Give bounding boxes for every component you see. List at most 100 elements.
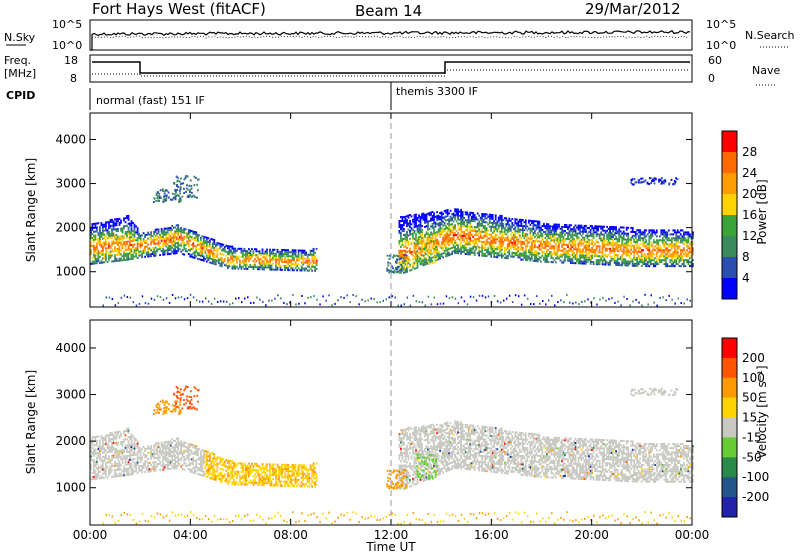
power-cell xyxy=(243,247,246,250)
power-cell xyxy=(150,253,152,256)
power-cell xyxy=(102,237,104,240)
power-cell xyxy=(553,235,556,238)
power-cell xyxy=(382,299,384,302)
power-cell xyxy=(649,233,652,236)
power-cell xyxy=(311,265,313,268)
power-cell xyxy=(469,243,472,246)
power-cell xyxy=(202,257,205,260)
velocity-cell xyxy=(99,450,101,452)
power-cell xyxy=(287,269,289,272)
power-cell xyxy=(571,242,574,245)
power-cell xyxy=(579,250,581,253)
power-cell xyxy=(281,255,283,257)
power-cell xyxy=(655,231,658,234)
power-cell xyxy=(257,256,259,259)
power-cell xyxy=(546,251,548,253)
power-cell xyxy=(258,268,261,271)
velocity-cell xyxy=(120,455,122,458)
power-cell xyxy=(94,254,97,257)
power-cell xyxy=(481,246,484,249)
power-cell xyxy=(475,246,478,249)
power-cell xyxy=(589,260,592,263)
power-cell xyxy=(437,224,440,227)
power-cell xyxy=(570,248,572,251)
power-cell xyxy=(127,236,130,239)
power-cell xyxy=(303,253,306,256)
power-cell xyxy=(139,238,142,241)
velocity-cell xyxy=(126,438,128,441)
power-cell xyxy=(132,233,134,236)
power-cell xyxy=(598,251,601,254)
power-cell xyxy=(634,248,637,251)
power-cell xyxy=(175,246,178,249)
power-cell xyxy=(517,246,520,249)
power-cell xyxy=(154,246,157,249)
power-cell xyxy=(464,247,467,249)
colorbar-tick-label: 20 xyxy=(742,187,757,201)
power-cell xyxy=(195,239,198,242)
power-cell xyxy=(538,256,541,259)
power-cell xyxy=(689,247,691,250)
power-cell xyxy=(156,295,159,298)
power-cell xyxy=(108,252,110,255)
power-cell xyxy=(541,232,544,235)
power-cell xyxy=(446,246,449,249)
power-cell xyxy=(185,187,188,190)
power-cell xyxy=(467,233,470,236)
power-cell xyxy=(117,247,119,250)
power-cell xyxy=(123,255,125,258)
power-cell xyxy=(117,302,120,305)
power-cell xyxy=(692,251,694,254)
power-cell xyxy=(637,237,640,240)
power-cell xyxy=(692,233,694,236)
power-cell xyxy=(190,255,193,258)
power-cell xyxy=(190,185,193,187)
power-cell xyxy=(506,245,509,248)
power-cell xyxy=(569,301,571,304)
power-cell xyxy=(598,249,601,252)
power-cell xyxy=(287,249,289,252)
velocity-cell xyxy=(126,457,128,460)
power-cell xyxy=(242,265,244,268)
power-cell xyxy=(249,264,252,266)
power-cell xyxy=(634,250,637,253)
power-cell xyxy=(574,240,577,243)
power-cell xyxy=(156,228,158,231)
power-cell xyxy=(248,254,250,256)
power-cell xyxy=(457,238,459,241)
power-cell xyxy=(392,270,395,273)
power-cell xyxy=(666,231,669,234)
power-cell xyxy=(401,263,404,266)
power-cell xyxy=(505,219,508,222)
power-cell xyxy=(642,259,645,262)
power-cell xyxy=(184,248,187,251)
power-cell xyxy=(683,231,685,234)
power-cell xyxy=(413,238,416,240)
power-cell xyxy=(656,304,658,307)
velocity-cell xyxy=(103,457,106,460)
power-cell xyxy=(466,223,469,226)
power-cell xyxy=(449,247,452,250)
power-cell xyxy=(588,256,590,259)
power-cell xyxy=(657,257,660,260)
power-cell xyxy=(148,255,151,258)
power-cell xyxy=(580,238,583,241)
power-cell xyxy=(521,232,524,235)
power-cell xyxy=(637,229,640,232)
velocity-cell xyxy=(121,470,124,473)
velocity-cell xyxy=(114,456,116,459)
power-cell xyxy=(524,233,527,236)
power-cell xyxy=(400,261,402,264)
velocity-cell xyxy=(114,475,116,478)
power-cell xyxy=(546,225,548,228)
power-cell xyxy=(509,245,512,248)
power-cell xyxy=(652,178,654,181)
power-cell xyxy=(619,236,622,239)
velocity-cell xyxy=(91,453,94,456)
power-cell xyxy=(115,259,118,262)
power-cell xyxy=(625,252,628,255)
power-cell xyxy=(145,233,148,236)
power-cell xyxy=(670,237,673,240)
power-cell xyxy=(586,246,589,249)
power-cell xyxy=(558,255,560,258)
